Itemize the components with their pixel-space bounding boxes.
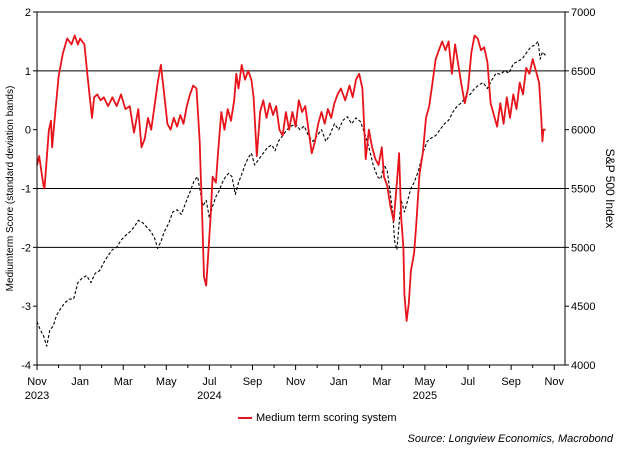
left-axis-label: Mediumterm Score (standard deviation ban…: [5, 86, 16, 292]
right-tick-label: 4500: [571, 301, 595, 313]
left-tick-label: 0: [25, 125, 31, 137]
year-label: 2024: [197, 390, 221, 402]
sp500-index-line: [36, 40, 547, 347]
scoring-system-line: [36, 34, 546, 322]
x-tick-label: Jul: [202, 376, 216, 388]
right-axis-ticks: 7000 6500 6000 5500 5000 4500 4000: [565, 7, 595, 372]
x-tick-label: Nov: [544, 376, 564, 388]
left-tick-label: -3: [21, 301, 31, 313]
x-tick-label: Jan: [330, 376, 348, 388]
x-tick-label: Mar: [114, 376, 133, 388]
source-note: Source: Longview Economics, Macrobond: [407, 433, 613, 445]
left-tick-label: 1: [25, 66, 31, 78]
x-tick-label: Mar: [372, 376, 391, 388]
x-tick-label: Sep: [243, 376, 263, 388]
right-tick-label: 6000: [571, 125, 595, 137]
series-layer: [36, 34, 547, 347]
right-tick-label: 5000: [571, 242, 595, 254]
right-tick-label: 5500: [571, 184, 595, 196]
x-tick-label: Sep: [501, 376, 521, 388]
left-tick-label: -1: [21, 184, 31, 196]
right-tick-label: 6500: [571, 66, 595, 78]
legend: Medium term scoring system: [238, 412, 397, 424]
legend-swatch: [238, 417, 252, 419]
x-tick-label: Nov: [27, 376, 47, 388]
horizontal-reference-lines: [37, 70, 565, 248]
left-tick-label: -4: [21, 360, 31, 372]
x-tick-label: May: [156, 376, 177, 388]
left-axis-ticks: 2 1 0 -1 -2 -3 -4: [21, 7, 37, 372]
right-axis-label: S&P 500 Index: [603, 149, 617, 229]
x-axis-ticks: Nov Jan Mar May Jul Sep Nov Jan Mar May Jul Sep Nov 2…: [25, 365, 565, 402]
right-tick-label: 7000: [571, 7, 595, 19]
x-tick-label: May: [415, 376, 436, 388]
x-tick-label: Jan: [71, 376, 89, 388]
x-tick-label: Nov: [286, 376, 306, 388]
legend-label: Medium term scoring system: [256, 412, 397, 424]
left-tick-label: 2: [25, 7, 31, 19]
plot-frame: [36, 11, 566, 366]
left-tick-label: -2: [21, 242, 31, 254]
x-tick-label: Jul: [461, 376, 475, 388]
year-label: 2023: [25, 390, 49, 402]
right-tick-label: 4000: [571, 360, 595, 372]
year-label: 2025: [413, 390, 437, 402]
